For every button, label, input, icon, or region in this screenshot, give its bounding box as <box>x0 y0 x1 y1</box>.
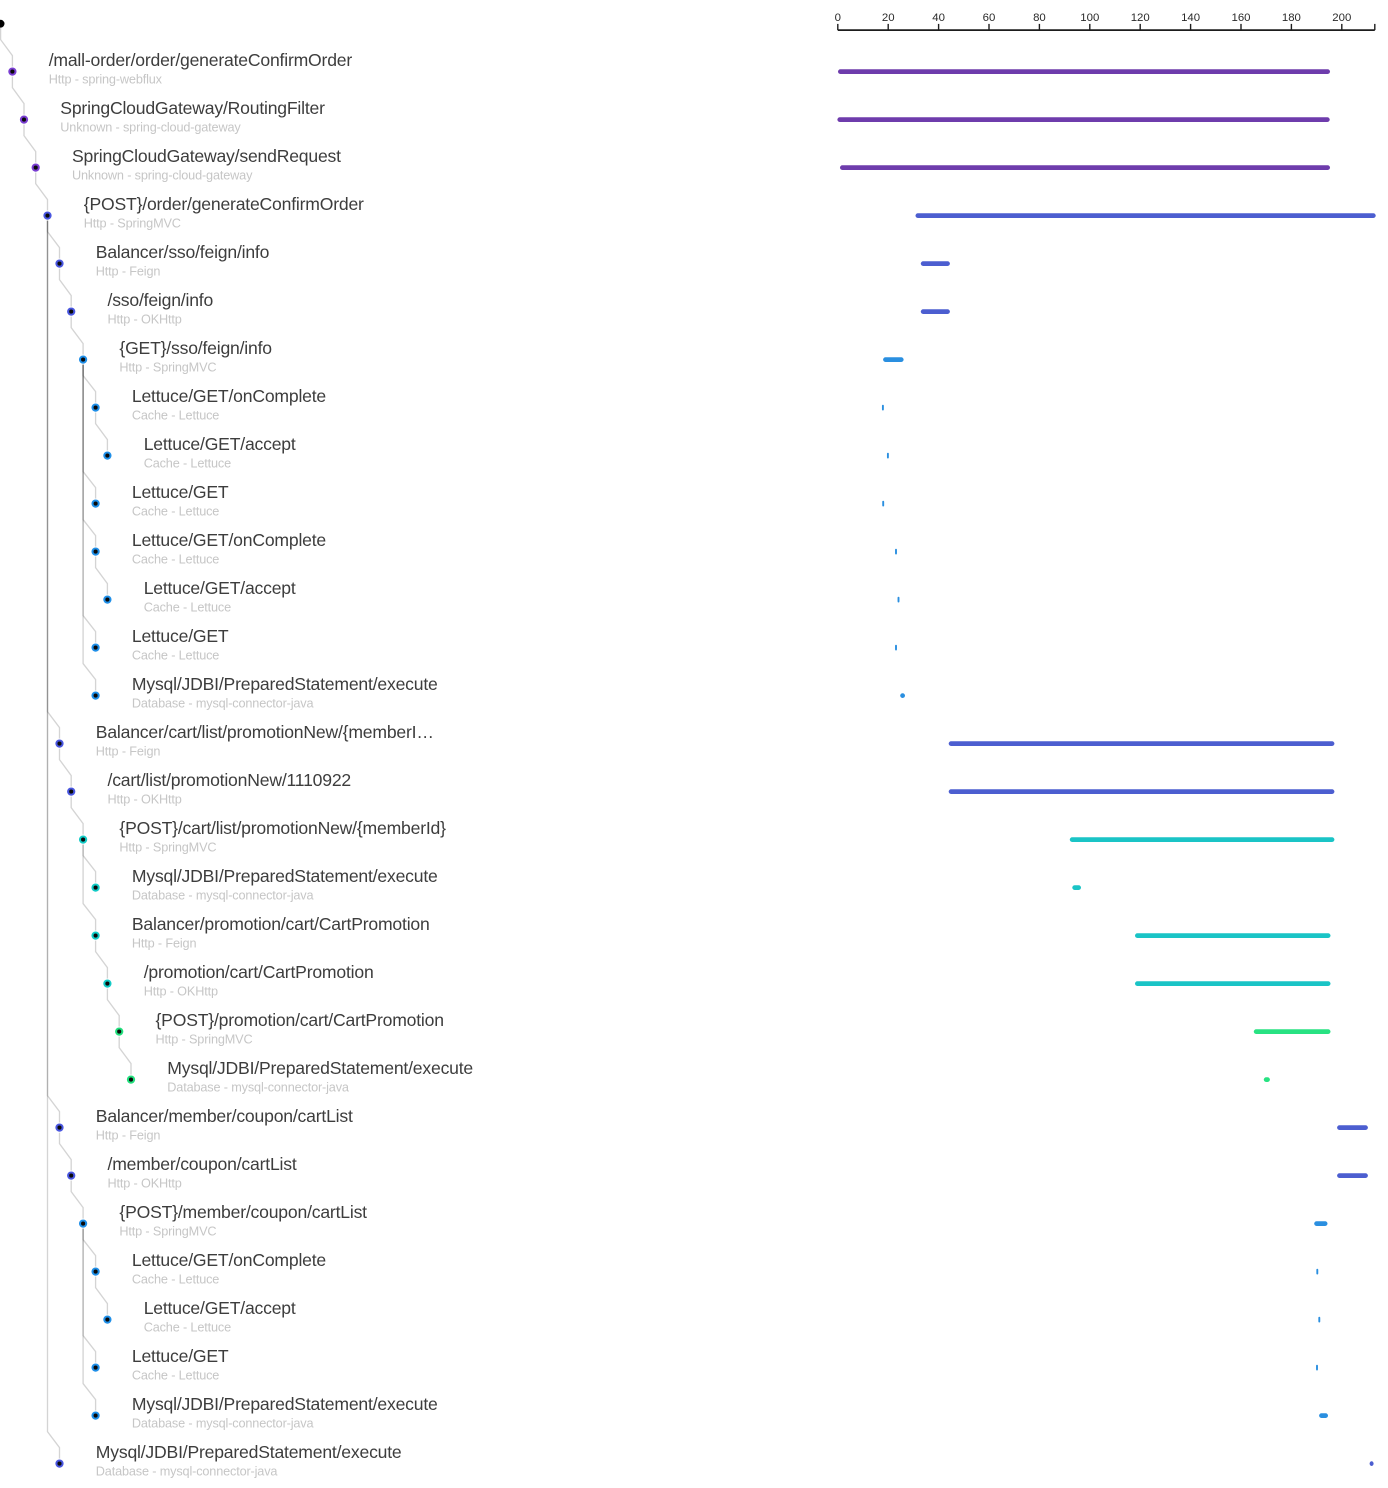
svg-text:Database - mysql-connector-jav: Database - mysql-connector-java <box>167 1080 350 1094</box>
svg-text:Balancer/cart/list/promotionNe: Balancer/cart/list/promotionNew/{memberI… <box>96 722 434 742</box>
svg-text:Database - mysql-connector-jav: Database - mysql-connector-java <box>132 696 315 710</box>
svg-text:Lettuce/GET/onComplete: Lettuce/GET/onComplete <box>132 386 326 406</box>
svg-text:Cache - Lettuce: Cache - Lettuce <box>132 504 219 518</box>
svg-text:Cache - Lettuce: Cache - Lettuce <box>132 1368 219 1382</box>
svg-text:Database - mysql-connector-jav: Database - mysql-connector-java <box>132 1416 315 1430</box>
svg-text:Cache - Lettuce: Cache - Lettuce <box>144 1320 231 1334</box>
svg-text:Http - Feign: Http - Feign <box>96 744 161 758</box>
svg-text:60: 60 <box>983 12 996 24</box>
svg-text:Http - OKHttp: Http - OKHttp <box>108 1176 182 1190</box>
svg-text:0: 0 <box>835 12 841 24</box>
svg-text:Unknown - spring-cloud-gateway: Unknown - spring-cloud-gateway <box>60 120 241 134</box>
svg-text:Http - spring-webflux: Http - spring-webflux <box>49 72 163 86</box>
svg-text:Lettuce/GET/onComplete: Lettuce/GET/onComplete <box>132 530 326 550</box>
svg-text:SpringCloudGateway/sendRequest: SpringCloudGateway/sendRequest <box>72 146 341 166</box>
svg-text:Http - Feign: Http - Feign <box>96 1128 161 1142</box>
svg-text:Cache - Lettuce: Cache - Lettuce <box>132 648 219 662</box>
svg-text:Cache - Lettuce: Cache - Lettuce <box>144 456 231 470</box>
svg-text:Lettuce/GET/onComplete: Lettuce/GET/onComplete <box>132 1250 326 1270</box>
svg-text:160: 160 <box>1231 12 1250 24</box>
svg-text:Cache - Lettuce: Cache - Lettuce <box>132 408 219 422</box>
svg-text:Cache - Lettuce: Cache - Lettuce <box>144 600 231 614</box>
svg-text:Http - SpringMVC: Http - SpringMVC <box>119 360 216 374</box>
svg-text:Cache - Lettuce: Cache - Lettuce <box>132 1272 219 1286</box>
svg-text:Cache - Lettuce: Cache - Lettuce <box>132 552 219 566</box>
svg-text:Http - SpringMVC: Http - SpringMVC <box>156 1032 253 1046</box>
svg-text:/mall-order/order/generateConf: /mall-order/order/generateConfirmOrder <box>49 50 353 70</box>
svg-text:Lettuce/GET: Lettuce/GET <box>132 482 229 502</box>
svg-text:Balancer/promotion/cart/CartPr: Balancer/promotion/cart/CartPromotion <box>132 914 430 934</box>
svg-text:140: 140 <box>1181 12 1200 24</box>
svg-text:20: 20 <box>882 12 895 24</box>
svg-text:Mysql/JDBI/PreparedStatement/e: Mysql/JDBI/PreparedStatement/execute <box>167 1058 473 1078</box>
svg-text:Http - Feign: Http - Feign <box>96 264 161 278</box>
svg-text:Http - Feign: Http - Feign <box>132 936 197 950</box>
svg-text:/member/coupon/cartList: /member/coupon/cartList <box>108 1154 297 1174</box>
svg-text:Lettuce/GET: Lettuce/GET <box>132 1346 229 1366</box>
svg-text:/promotion/cart/CartPromotion: /promotion/cart/CartPromotion <box>144 962 374 982</box>
svg-text:{GET}/sso/feign/info: {GET}/sso/feign/info <box>119 338 272 358</box>
svg-text:Lettuce/GET/accept: Lettuce/GET/accept <box>144 1298 296 1318</box>
svg-text:200: 200 <box>1332 12 1351 24</box>
svg-text:Database - mysql-connector-jav: Database - mysql-connector-java <box>132 888 315 902</box>
svg-text:100: 100 <box>1080 12 1099 24</box>
svg-text:Unknown - spring-cloud-gateway: Unknown - spring-cloud-gateway <box>72 168 253 182</box>
svg-text:Mysql/JDBI/PreparedStatement/e: Mysql/JDBI/PreparedStatement/execute <box>132 866 438 886</box>
svg-text:{POST}/member/coupon/cartList: {POST}/member/coupon/cartList <box>119 1202 367 1222</box>
svg-text:180: 180 <box>1282 12 1301 24</box>
svg-text:Database - mysql-connector-jav: Database - mysql-connector-java <box>96 1464 279 1478</box>
svg-text:Http - OKHttp: Http - OKHttp <box>108 792 182 806</box>
svg-text:Lettuce/GET/accept: Lettuce/GET/accept <box>144 434 296 454</box>
svg-text:Mysql/JDBI/PreparedStatement/e: Mysql/JDBI/PreparedStatement/execute <box>132 674 438 694</box>
svg-text:Balancer/member/coupon/cartLis: Balancer/member/coupon/cartList <box>96 1106 353 1126</box>
svg-text:/cart/list/promotionNew/111092: /cart/list/promotionNew/1110922 <box>108 770 352 790</box>
svg-text:Http - SpringMVC: Http - SpringMVC <box>119 840 216 854</box>
svg-text:Mysql/JDBI/PreparedStatement/e: Mysql/JDBI/PreparedStatement/execute <box>96 1442 402 1462</box>
svg-text:80: 80 <box>1033 12 1046 24</box>
svg-text:{POST}/cart/list/promotionNew/: {POST}/cart/list/promotionNew/{memberId} <box>119 818 446 838</box>
svg-text:Http - OKHttp: Http - OKHttp <box>108 312 182 326</box>
svg-text:Lettuce/GET/accept: Lettuce/GET/accept <box>144 578 296 598</box>
svg-text:SpringCloudGateway/RoutingFilt: SpringCloudGateway/RoutingFilter <box>60 98 325 118</box>
svg-text:Http - SpringMVC: Http - SpringMVC <box>119 1224 216 1238</box>
svg-text:120: 120 <box>1131 12 1150 24</box>
svg-text:/sso/feign/info: /sso/feign/info <box>108 290 214 310</box>
svg-text:{POST}/promotion/cart/CartProm: {POST}/promotion/cart/CartPromotion <box>156 1010 444 1030</box>
svg-text:{POST}/order/generateConfirmOr: {POST}/order/generateConfirmOrder <box>84 194 364 214</box>
svg-text:Http - SpringMVC: Http - SpringMVC <box>84 216 181 230</box>
svg-text:40: 40 <box>932 12 945 24</box>
svg-text:Balancer/sso/feign/info: Balancer/sso/feign/info <box>96 242 270 262</box>
svg-text:Mysql/JDBI/PreparedStatement/e: Mysql/JDBI/PreparedStatement/execute <box>132 1394 438 1414</box>
svg-text:Http - OKHttp: Http - OKHttp <box>144 984 218 998</box>
svg-text:Lettuce/GET: Lettuce/GET <box>132 626 229 646</box>
